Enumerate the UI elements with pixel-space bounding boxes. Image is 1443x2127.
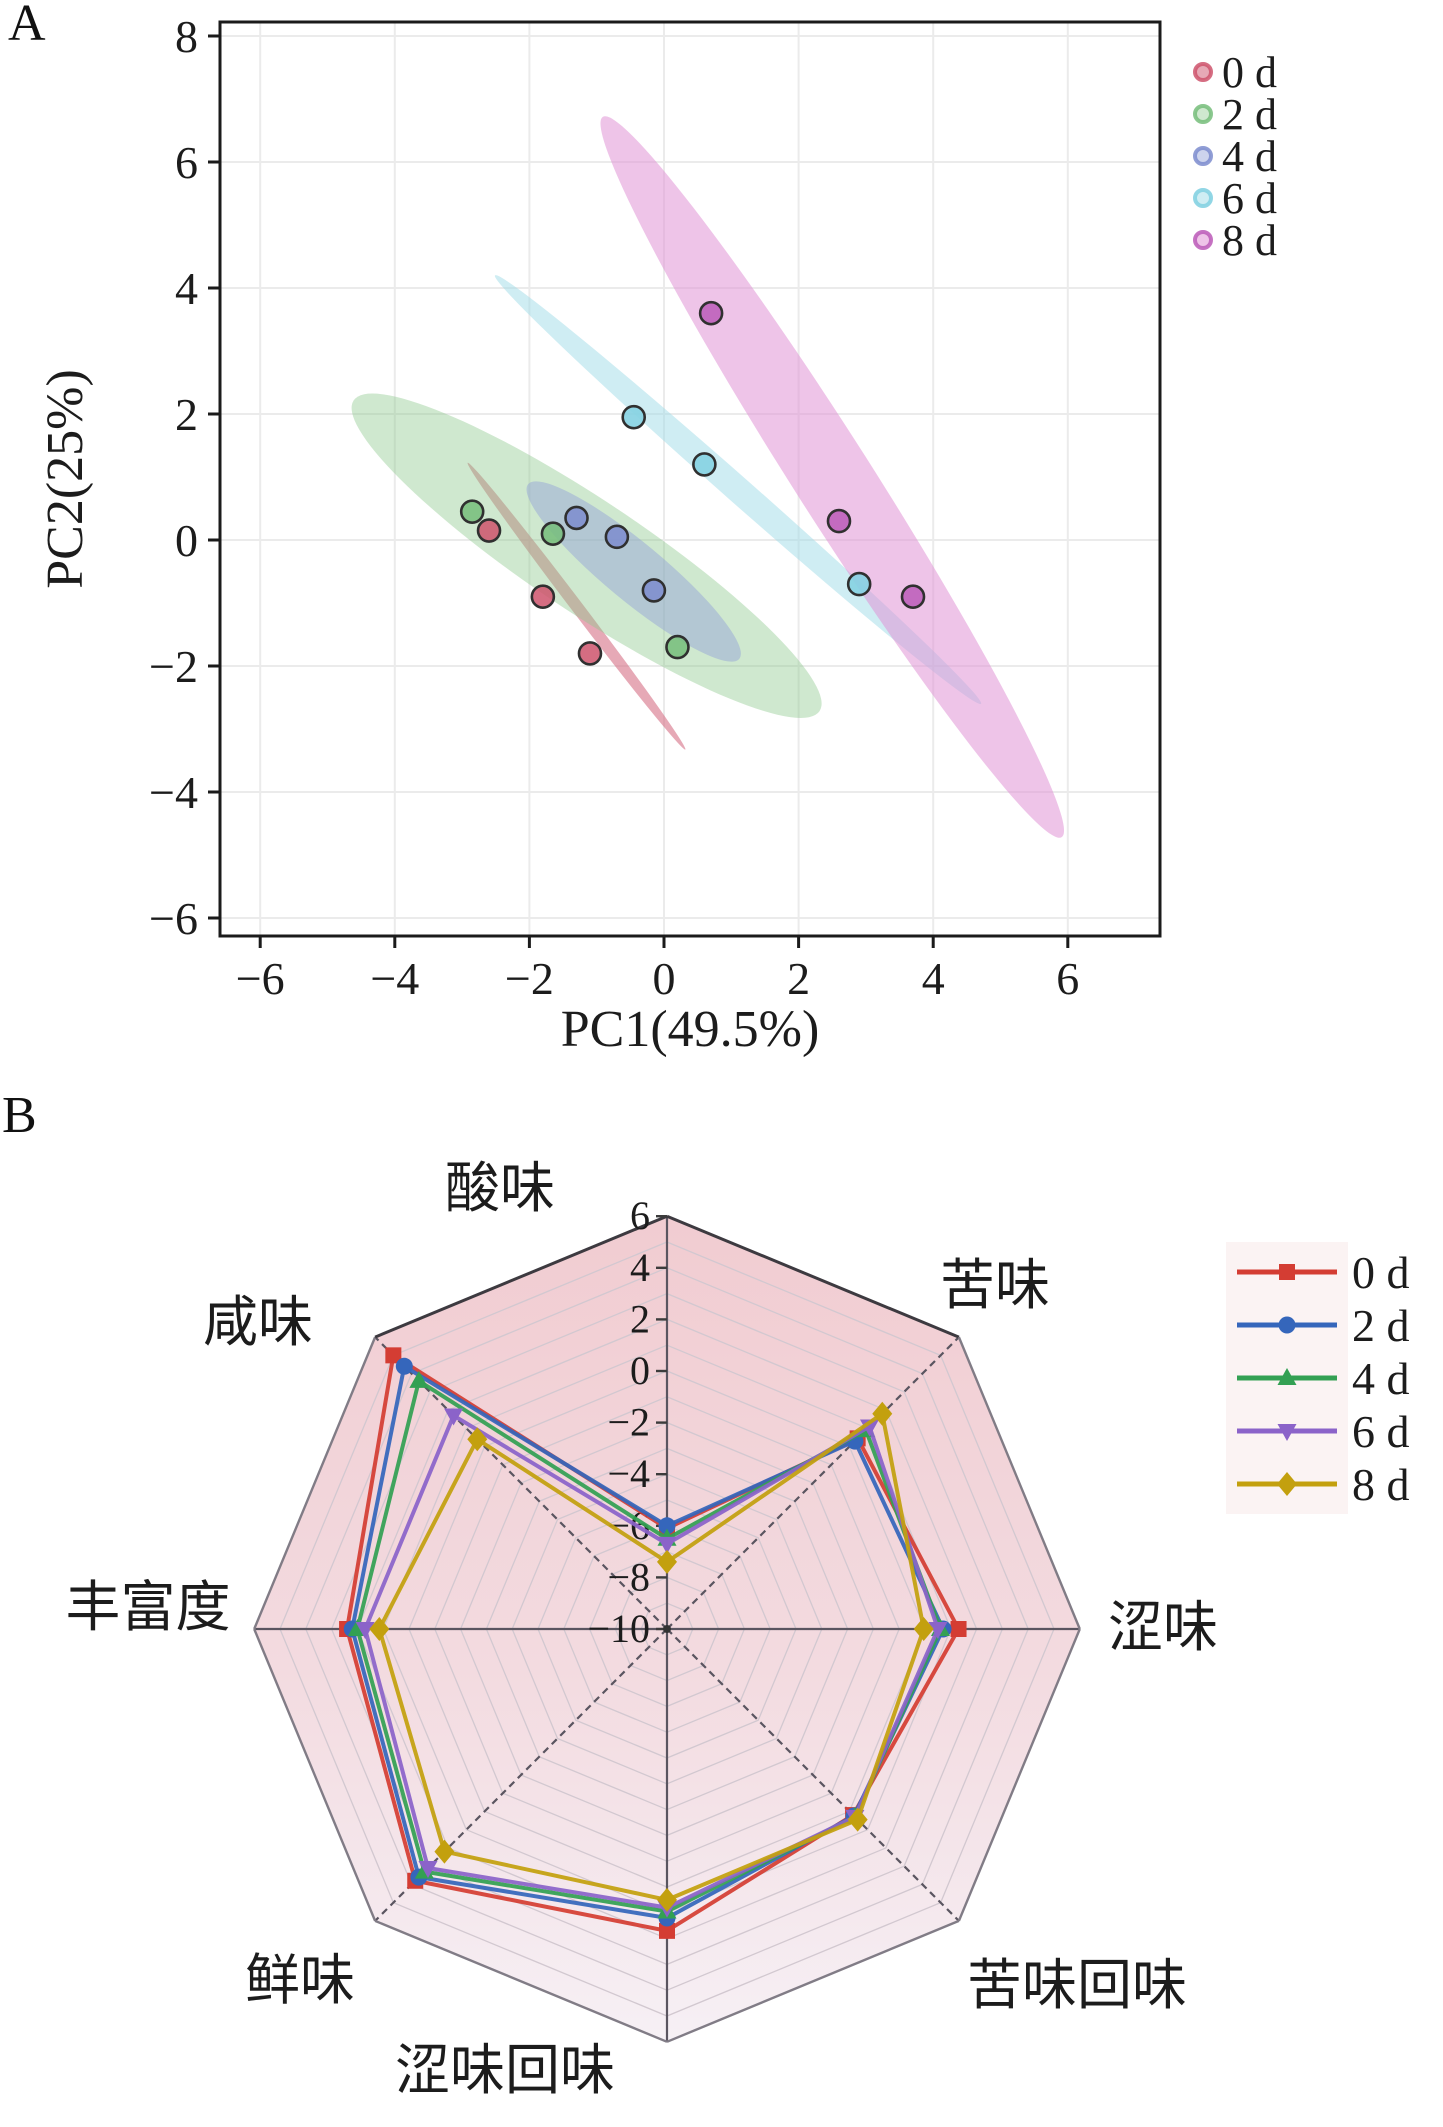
pca-gridlines: [220, 22, 1160, 936]
pca-ellipse-8d: [600, 116, 1065, 838]
pca-point: [692, 452, 717, 477]
pca-point: [698, 300, 724, 326]
pca-point: [826, 508, 852, 534]
pca-point: [641, 578, 667, 603]
pca-ellipse-6d: [494, 275, 982, 705]
radar-rtick-label: −2: [607, 1400, 650, 1445]
radar-rtick-label: −4: [607, 1451, 650, 1496]
pca-point: [900, 584, 926, 610]
pca-point: [540, 521, 566, 547]
pca-legend-label: 4 d: [1222, 132, 1277, 181]
radar-axis-label: 苦味: [940, 1255, 1050, 1316]
pca-scatter-chart: −6 −4 −2 0 2 4 6 −6 −4 −2 0 2 4 6 8 PC1(49.5%) PC2(25%) 0…: [37, 11, 1277, 1058]
pca-ytick-label: −4: [149, 767, 198, 818]
radar-legend-label: 8 d: [1352, 1459, 1410, 1510]
pca-ytick-label: 0: [175, 515, 198, 566]
radar-legend-label: 2 d: [1352, 1300, 1410, 1351]
pca-legend-label: 8 d: [1222, 216, 1277, 265]
pca-plot-frame: [218, 20, 1162, 938]
pca-xtick-label: −4: [370, 953, 419, 1004]
pca-xtick-label: 2: [787, 953, 810, 1004]
radar-outer-border: [253, 1214, 1081, 2043]
pca-xaxis-title: PC1(49.5%): [561, 1001, 820, 1058]
pca-legend-marker: [1193, 104, 1213, 124]
pca-ytick-label: 2: [175, 389, 198, 440]
pca-point: [459, 499, 485, 524]
pca-point: [564, 505, 589, 531]
pca-ytick-label: −6: [149, 893, 198, 944]
pca-ytick-label: 6: [175, 137, 198, 188]
pca-legend: 0 d2 d4 d6 d8 d: [1193, 48, 1277, 265]
panel-b-label: B: [2, 1087, 37, 1144]
pca-legend-marker: [1193, 230, 1213, 250]
pca-xtick-label: 0: [653, 953, 676, 1004]
pca-ellipse-0d: [467, 462, 686, 750]
radar-axis-label: 丰富度: [65, 1577, 230, 1638]
pca-legend-marker: [1193, 62, 1213, 82]
pca-legend-label: 2 d: [1222, 90, 1277, 139]
pca-points-0d: [476, 518, 603, 666]
radar-rtick-label: −8: [607, 1554, 650, 1599]
pca-ytick-label: −2: [149, 641, 198, 692]
radar-series-8d: [369, 1401, 934, 1912]
radar-legend: 0 d2 d4 d6 d8 d: [1226, 1242, 1410, 1514]
radar-axis-label: 酸味: [445, 1158, 555, 1219]
pca-xtick-label: 4: [922, 953, 945, 1004]
radar-rtick-label: 0: [630, 1348, 650, 1393]
radar-legend-label: 0 d: [1352, 1247, 1410, 1298]
pca-points-4d: [564, 505, 667, 603]
radar-legend-label: 4 d: [1352, 1353, 1410, 1404]
pca-point: [604, 524, 630, 550]
pca-point: [476, 518, 502, 543]
radar-axis-label: 涩味: [1108, 1597, 1218, 1658]
radar-axis-label: 苦味回味: [967, 1955, 1187, 2016]
pca-axis-ticks: −6 −4 −2 0 2 4 6 −6 −4 −2 0 2 4 6 8: [149, 11, 1079, 1004]
pca-legend-marker: [1193, 146, 1213, 166]
pca-legend-label: 6 d: [1222, 174, 1277, 223]
pca-ytick-label: 4: [175, 263, 198, 314]
pca-point: [846, 571, 872, 597]
pca-legend-marker: [1193, 188, 1213, 208]
pca-xtick-label: −2: [505, 953, 554, 1004]
pca-points-8d: [698, 300, 926, 610]
pca-point: [665, 634, 690, 660]
radar-axis-label: 咸味: [203, 1292, 313, 1353]
pca-ellipse-2d: [351, 393, 822, 718]
pca-points-2d: [459, 499, 690, 660]
pca-point: [530, 584, 556, 610]
panel-a-label: A: [8, 0, 46, 52]
radar-axis-label: 鲜味: [245, 1950, 355, 2011]
pca-xtick-label: 6: [1056, 953, 1079, 1004]
radar-axis-label: 涩味回味: [395, 2040, 615, 2101]
pca-point: [577, 641, 603, 666]
radar-rtick-label: −10: [587, 1606, 650, 1651]
radar-rtick-label: 4: [630, 1245, 650, 1290]
pca-yaxis-title: PC2(25%): [37, 369, 94, 589]
radar-legend-label: 6 d: [1352, 1406, 1410, 1457]
pca-ytick-label: 8: [175, 11, 198, 62]
pca-points-6d: [621, 404, 872, 597]
pca-point: [621, 404, 647, 430]
pca-xtick-label: −6: [236, 953, 285, 1004]
pca-legend-label: 0 d: [1222, 48, 1277, 97]
radar-rtick-label: 2: [630, 1296, 650, 1341]
radar-rtick-label: 6: [630, 1193, 650, 1238]
